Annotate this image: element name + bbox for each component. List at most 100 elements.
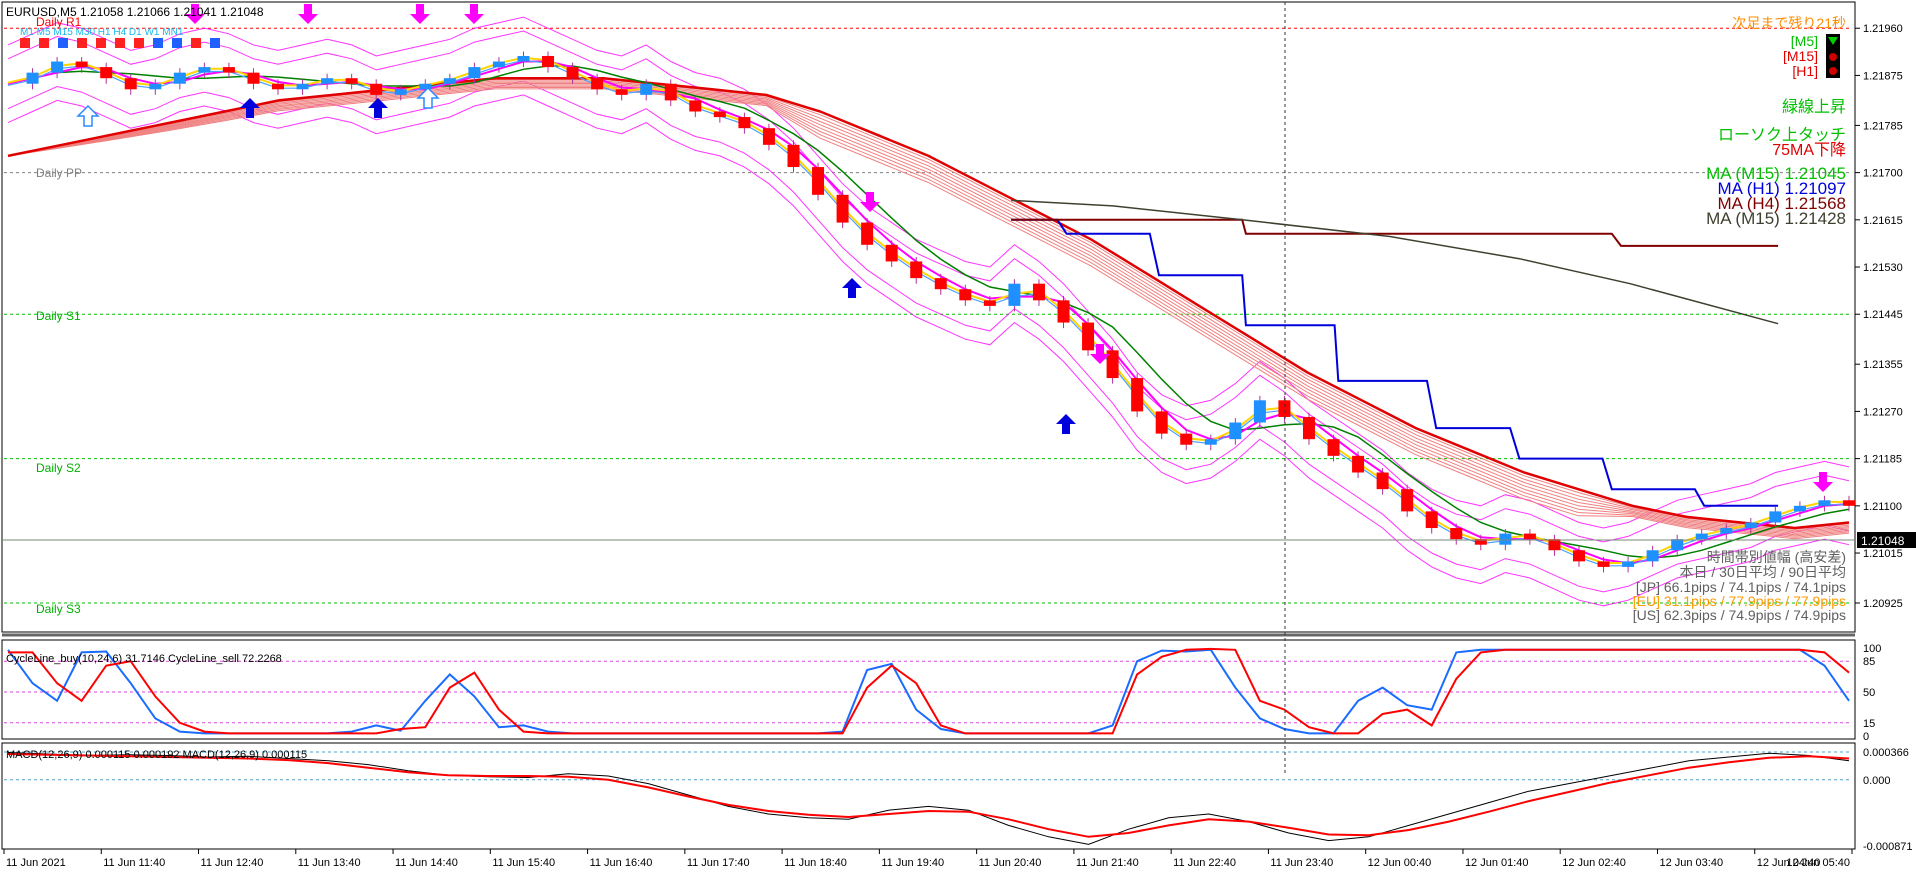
time-tick-label: 11 Jun 2021 xyxy=(6,857,66,869)
candle-body xyxy=(75,61,88,68)
cycle-sell-line xyxy=(8,647,1850,735)
candle-body xyxy=(517,55,530,62)
candle-body xyxy=(1057,300,1070,323)
price-axis: 1.21960 1.21875 1.21785 1.21700 1.21615 1.215… xyxy=(1855,23,1903,610)
macd-signal-line xyxy=(7,753,1850,838)
bollinger-band-2 xyxy=(7,16,1850,529)
cycle-tick-label: 100 xyxy=(1863,643,1881,655)
bollinger-band-0 xyxy=(7,30,1850,543)
cycle-panel[interactable] xyxy=(1,639,1856,740)
candle-body xyxy=(272,83,285,90)
candle-body xyxy=(394,89,407,95)
time-tick-label: 11 Jun 13:40 xyxy=(298,857,361,869)
ma-fan-line-3 xyxy=(7,81,1850,533)
candle-body xyxy=(812,167,825,195)
tf-square xyxy=(96,38,106,48)
price-tick-label: 1.20925 xyxy=(1863,598,1903,610)
macd-panel[interactable] xyxy=(1,742,1856,850)
daily-r1-label: Daily R1 xyxy=(36,15,82,29)
range-jp: [JP] 66.1pips / 74.1pips / 74.1pips xyxy=(1636,579,1846,595)
candle-body xyxy=(738,117,751,129)
candle-body xyxy=(1008,283,1021,306)
tf-square xyxy=(39,38,49,48)
candle-body xyxy=(100,67,113,79)
ma-h4-value: MA (H4) 1.21568 xyxy=(1717,194,1846,213)
mtf-h4-line xyxy=(1011,218,1779,247)
arrow-up-icon xyxy=(1056,414,1076,434)
tf-square xyxy=(210,38,220,48)
ma-yellow-line xyxy=(7,56,1849,564)
status-candle-touch: ローソク上タッチ xyxy=(1718,126,1846,144)
cycle-title: CycleLine_buy(10,24,6) 31.7146 CycleLine… xyxy=(6,653,282,665)
candle-body xyxy=(1744,522,1757,529)
arrow-down-icon xyxy=(185,4,205,24)
candle-body xyxy=(1180,433,1193,445)
candle-body xyxy=(1818,500,1831,506)
tf-square xyxy=(77,38,87,48)
candle-body xyxy=(664,83,677,101)
time-tick-label: 12 Jun 05:40 xyxy=(1786,857,1850,869)
time-tick-label: 11 Jun 21:40 xyxy=(1076,857,1139,869)
price-tick-label: 1.21700 xyxy=(1863,168,1903,180)
range-eu: [EU] 31.1pips / 77.9pips / 77.9pips xyxy=(1633,593,1846,609)
arrow-up-icon xyxy=(240,98,260,118)
time-tick-label: 12 Jun 03:40 xyxy=(1659,857,1723,869)
cycle-tick-label: 85 xyxy=(1863,656,1875,668)
candle-body xyxy=(713,111,726,118)
time-tick-label: 11 Jun 19:40 xyxy=(881,857,944,869)
arrow-up-icon xyxy=(842,278,862,298)
candle-body xyxy=(1032,283,1045,301)
time-tick-label: 11 Jun 12:40 xyxy=(201,857,264,869)
ma-fan-line-8 xyxy=(7,88,1850,540)
cycle-tick-label: 50 xyxy=(1863,687,1875,699)
price-tick-label: 1.21530 xyxy=(1863,262,1903,274)
candle-body xyxy=(1425,511,1438,529)
candle-body xyxy=(591,78,604,90)
mtf-ma-lines xyxy=(1011,199,1779,507)
candle-body xyxy=(443,78,456,84)
tf-square xyxy=(58,38,68,48)
macd-lines: 0.000366 0.000 -0.000871 xyxy=(4,747,1913,853)
candle-body xyxy=(468,67,481,79)
time-tick-label: 12 Jun 04:40 xyxy=(1757,857,1821,869)
candle-body xyxy=(1769,511,1782,523)
candle-body xyxy=(1155,411,1168,434)
candle-body xyxy=(1843,500,1855,506)
daily-pp-label: Daily PP xyxy=(36,166,82,180)
price-tick-label: 1.21015 xyxy=(1863,548,1903,560)
mtf-m15-line xyxy=(1011,199,1779,325)
candle-body xyxy=(26,72,39,84)
candle-body xyxy=(1229,422,1242,440)
candle-body xyxy=(1204,439,1217,445)
candle-body xyxy=(124,78,137,90)
candle-body xyxy=(1671,539,1684,551)
candle-body xyxy=(910,261,923,279)
price-tick-label: 1.21615 xyxy=(1863,215,1903,227)
daily-s2-label: Daily S2 xyxy=(36,461,81,475)
candle-body xyxy=(1450,528,1463,540)
range-title: 時間帯別値幅 (高安差) xyxy=(1707,549,1846,565)
main-price-panel[interactable] xyxy=(1,1,1856,633)
ma-fan-line-2 xyxy=(7,80,1850,532)
mtf-h1-line xyxy=(1011,218,1779,507)
arrow-up-hollow-icon xyxy=(416,86,440,109)
daily-s1-label: Daily S1 xyxy=(36,309,81,323)
candle-body xyxy=(1548,539,1561,551)
tf-square xyxy=(115,38,125,48)
candle-body xyxy=(787,144,800,168)
time-tick-label: 11 Jun 23:40 xyxy=(1270,857,1333,869)
time-tick-label: 11 Jun 14:40 xyxy=(395,857,458,869)
ma-m15-value: MA (M15) 1.21045 xyxy=(1706,164,1846,183)
candle-body xyxy=(934,278,947,290)
macd-main-line xyxy=(7,752,1850,845)
candle-body xyxy=(689,100,702,112)
candle-body xyxy=(1253,400,1266,423)
time-axis: 11 Jun 2021 11 Jun 11:40 11 Jun 12:40 11 Ju… xyxy=(3,849,1853,869)
time-tick-label: 11 Jun 18:40 xyxy=(784,857,847,869)
candle-body xyxy=(542,55,555,68)
tf-m15-label: [M15] xyxy=(1783,48,1818,64)
arrow-down-icon xyxy=(1090,344,1110,364)
candle-body xyxy=(370,83,383,95)
